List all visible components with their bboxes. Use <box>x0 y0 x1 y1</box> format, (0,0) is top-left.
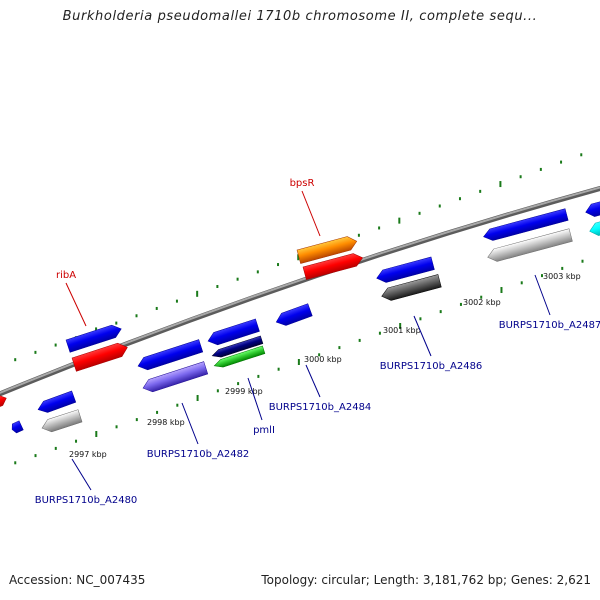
gene-shape <box>137 339 204 371</box>
gene-shape <box>275 303 313 326</box>
gene-arrow[interactable] <box>65 323 123 353</box>
gene-shape <box>37 390 77 413</box>
label-leader-line <box>301 190 321 237</box>
upper-tick-track <box>14 153 583 362</box>
gene-shape <box>207 318 260 346</box>
gene-arrow[interactable] <box>302 251 364 280</box>
gene-label[interactable]: BURPS1710b_A2484 <box>269 402 372 413</box>
gene-shape <box>381 274 442 301</box>
gene-shape <box>296 236 358 264</box>
gene-arrow[interactable] <box>380 274 442 302</box>
gene-shape <box>211 335 264 358</box>
gene-shape <box>213 345 266 368</box>
gene-shape <box>71 342 128 372</box>
accession-text: Accession: NC_007435 <box>9 573 146 587</box>
gene-arrow[interactable] <box>486 228 573 264</box>
gene-shape <box>142 361 209 393</box>
gene-label[interactable]: BURPS1710b_A2482 <box>147 449 250 460</box>
gene-shape <box>65 324 122 353</box>
gene-shape <box>487 228 573 262</box>
gene-arrow[interactable] <box>141 361 209 395</box>
kbp-label: 3000 kbp <box>304 355 342 364</box>
label-leader-line <box>181 402 199 445</box>
label-leader-line <box>305 364 321 398</box>
gene-arrow[interactable] <box>211 335 264 360</box>
gene-shape <box>589 216 600 236</box>
gene-shape <box>302 253 364 280</box>
label-leader-line <box>413 315 432 357</box>
gene-arrow[interactable] <box>482 208 569 243</box>
gene-arrow[interactable] <box>0 393 8 413</box>
gene-arrow[interactable] <box>274 303 313 329</box>
gene-shape <box>11 420 24 434</box>
gene-arrow[interactable] <box>584 197 600 218</box>
page-title: Burkholderia pseudomallei 1710b chromoso… <box>62 9 538 24</box>
kbp-label: 3003 kbp <box>543 272 581 281</box>
chromosome-backbone-highlight <box>0 186 600 394</box>
gene-shape <box>585 197 600 217</box>
label-leader-line <box>71 458 92 491</box>
gene-arrow[interactable] <box>71 341 130 372</box>
gene-label[interactable]: BURPS1710b_A2486 <box>380 361 483 372</box>
gene-arrow[interactable] <box>296 234 359 264</box>
gene-arrow[interactable] <box>375 256 435 285</box>
gene-shape <box>41 409 83 433</box>
gene-label[interactable]: pmlI <box>253 425 275 436</box>
label-leader-line <box>65 282 87 327</box>
lower-tick-track <box>14 259 584 465</box>
kbp-label: 2998 kbp <box>147 418 185 427</box>
gene-shape <box>0 394 7 413</box>
kbp-label: 3002 kbp <box>463 298 501 307</box>
gene-label[interactable]: BURPS1710b_A2480 <box>35 495 138 506</box>
gene-label[interactable]: bpsR <box>290 178 315 189</box>
kbp-label: 3001 kbp <box>383 326 421 335</box>
label-leader-line <box>534 274 551 316</box>
gene-arrow[interactable] <box>206 318 260 347</box>
gene-shape <box>483 208 569 241</box>
gene-shape <box>376 256 435 283</box>
kbp-label: 2999 kbp <box>225 387 263 396</box>
kbp-label: 2997 kbp <box>69 450 107 459</box>
gene-arrow[interactable] <box>213 345 266 370</box>
chromosome-backbone <box>0 185 600 397</box>
gene-arrow[interactable] <box>136 339 204 373</box>
gene-arrow[interactable] <box>36 390 77 415</box>
gene-arrow[interactable] <box>40 409 83 435</box>
gene-arrow[interactable] <box>10 420 24 434</box>
gene-arrow[interactable] <box>588 216 600 237</box>
gene-label[interactable]: BURPS1710b_A2487 <box>499 320 600 331</box>
gene-label[interactable]: ribA <box>56 270 76 281</box>
label-leader-line <box>247 377 263 421</box>
sequence-summary-text: Topology: circular; Length: 3,181,762 bp… <box>261 573 591 587</box>
